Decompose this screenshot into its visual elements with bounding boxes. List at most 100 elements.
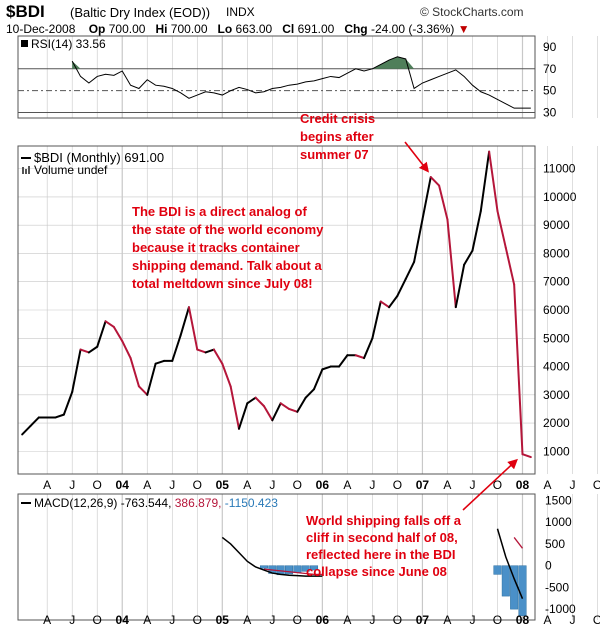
- rsi-y-tick-label: 30: [543, 106, 557, 120]
- x-tick-label-price: A: [43, 478, 51, 492]
- price-y-tick-label: 11000: [543, 162, 576, 176]
- price-line-segment: [71, 348, 82, 393]
- macd-histogram-bar: [293, 565, 302, 573]
- price-line-segment: [396, 277, 407, 297]
- price-line-segment: [229, 385, 240, 430]
- exchange-label: INDX: [226, 5, 255, 19]
- price-line-segment: [388, 294, 399, 309]
- quote-line: 10-Dec-2008 Op 700.00 Hi 700.00 Lo 663.0…: [6, 22, 470, 36]
- x-tick-label-price: O: [593, 478, 600, 492]
- x-tick-label-price: A: [343, 478, 351, 492]
- annotation-shipping-cliff-line: reflected here in the BDI: [306, 547, 456, 562]
- x-tick-label-macd: A: [544, 613, 552, 627]
- macd-line: [221, 528, 524, 599]
- price-line-segment: [262, 405, 274, 422]
- macd-y-tick-label: -500: [545, 580, 569, 594]
- x-tick-label-price: J: [369, 478, 375, 492]
- macd-legend-value: -763.544,: [121, 496, 175, 510]
- x-tick-label-macd: J: [570, 613, 576, 627]
- price-line-segment: [196, 348, 207, 354]
- shipping-cliff-arrow: [462, 458, 518, 511]
- macd-y-tick-label: -1000: [545, 602, 576, 616]
- x-tick-label-macd: O: [493, 613, 502, 627]
- rsi-overbought-fill: [72, 56, 531, 69]
- macd-histogram-bar: [259, 565, 268, 569]
- x-tick-label-price: O: [93, 478, 102, 492]
- rsi-y-tick-label: 50: [543, 84, 557, 98]
- x-tick-label-macd: J: [69, 613, 75, 627]
- change-value: -24.00 (-3.36%): [370, 22, 455, 36]
- annotation-credit-crisis-line: begins after: [300, 129, 374, 144]
- price-line-segment: [246, 396, 257, 405]
- price-line-segment: [488, 150, 499, 213]
- change-down-icon: ▼: [457, 22, 470, 36]
- rsi-y-tick-label: 70: [543, 62, 557, 76]
- x-tick-label-macd: O: [593, 613, 600, 627]
- x-tick-label-price: 07: [416, 478, 430, 492]
- x-tick-label-price: A: [544, 478, 552, 492]
- price-line-segment: [179, 306, 190, 337]
- high-value: 700.00: [170, 22, 208, 36]
- price-line-segment: [404, 260, 416, 280]
- price-line-segment: [363, 337, 374, 360]
- x-tick-label-macd: O: [193, 613, 202, 627]
- price-line-segment: [87, 345, 99, 354]
- x-tick-label-macd: A: [43, 613, 51, 627]
- macd-y-tick-label: 500: [545, 537, 565, 551]
- x-tick-label-macd: 06: [316, 613, 330, 627]
- x-tick-label-macd: A: [243, 613, 251, 627]
- price-line-segment: [463, 249, 474, 266]
- x-tick-label-macd: O: [93, 613, 102, 627]
- price-line-segment: [521, 453, 532, 459]
- price-line-segment: [479, 150, 491, 213]
- x-tick-label-price: O: [393, 478, 402, 492]
- price-y-tick-label: 6000: [543, 303, 570, 317]
- x-tick-label-macd: J: [169, 613, 175, 627]
- volume-legend-bar: [22, 167, 24, 174]
- x-tick-label-macd: J: [269, 613, 275, 627]
- low-value: 663.00: [235, 22, 273, 36]
- symbol-title: $BDI: [6, 2, 45, 21]
- price-line-segment: [288, 407, 299, 413]
- x-tick-label-price: O: [493, 478, 502, 492]
- annotation-bdi-analog: The BDI is a direct analog of the state o…: [132, 204, 324, 291]
- macd-y-tick-label: 0: [545, 559, 552, 573]
- macd-signal-line: [263, 537, 524, 576]
- x-tick-label-price: O: [293, 478, 302, 492]
- close-label: Cl: [282, 22, 295, 36]
- annotation-bdi-analog-line: The BDI is a direct analog of: [132, 204, 307, 219]
- x-tick-label-price: J: [269, 478, 275, 492]
- annotation-shipping-cliff: World shipping falls off a cliff in secon…: [306, 513, 462, 579]
- price-y-tick-label: 5000: [543, 331, 570, 345]
- macd-histogram-value: -1150.423: [225, 496, 278, 510]
- macd-histogram-bar: [501, 565, 510, 597]
- price-line-segment: [313, 368, 324, 391]
- price-line-segment: [112, 325, 124, 343]
- price-line-segment: [379, 300, 391, 309]
- x-tick-label-price: J: [469, 478, 475, 492]
- close-value: 691.00: [297, 22, 335, 36]
- price-y-tick-label: 9000: [543, 218, 570, 232]
- price-legend: $BDI (Monthly) 691.00: [34, 150, 164, 165]
- price-line-segment: [121, 340, 132, 360]
- annotation-bdi-analog-line: the state of the world economy: [132, 222, 324, 237]
- open-label: Op: [88, 22, 106, 36]
- price-line-segment: [237, 402, 249, 430]
- x-tick-label-macd: A: [143, 613, 151, 627]
- price-line-segment: [104, 320, 115, 328]
- x-tick-label-price: A: [443, 478, 451, 492]
- x-tick-label-price: O: [193, 478, 202, 492]
- rsi-line: [71, 56, 531, 109]
- price-line-segment: [338, 354, 349, 368]
- rsi-panel-frame: [17, 35, 536, 119]
- x-tick-label-macd: 05: [216, 613, 230, 627]
- brand-watermark: © StockCharts.com: [420, 5, 524, 19]
- price-line-segment: [438, 184, 449, 221]
- price-line-segment: [254, 396, 265, 408]
- price-line-segment: [446, 218, 457, 309]
- annotation-shipping-cliff-line: collapse since June 08: [306, 564, 447, 579]
- price-line-segment: [304, 388, 316, 399]
- volume-legend-bar: [28, 166, 30, 174]
- price-y-tick-label: 1000: [543, 444, 570, 458]
